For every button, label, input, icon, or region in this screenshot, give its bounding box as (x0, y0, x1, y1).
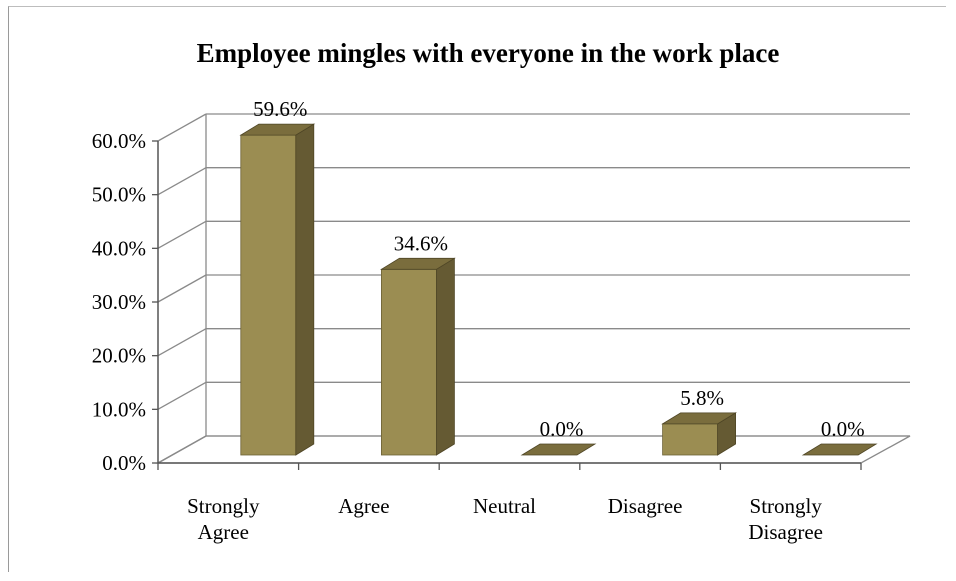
x-category-label: Disagree (608, 494, 683, 518)
bar-front (240, 134, 297, 456)
chart-frame (8, 6, 946, 572)
bar (520, 443, 597, 456)
labels: 0.0% 10.0% 20.0% 30.0% 40.0% 50.0% 60.0% 59.6% S… (92, 97, 865, 544)
y-tick-label: 10.0% (92, 397, 146, 421)
y-tick-label: 60.0% (92, 129, 146, 153)
side-wall-gridline (157, 328, 207, 357)
bar-side (435, 257, 455, 456)
bar (661, 412, 738, 456)
y-tick-label: 30.0% (92, 290, 146, 314)
data-label: 5.8% (680, 386, 724, 410)
axes (152, 140, 862, 470)
x-category-label: Disagree (748, 520, 823, 544)
data-label: 0.0% (540, 417, 584, 441)
x-category-label: Agree (338, 494, 389, 518)
side-wall-gridline (157, 274, 207, 303)
y-tick-label: 0.0% (102, 451, 146, 475)
bar (801, 443, 878, 456)
y-tick-label: 40.0% (92, 236, 146, 260)
bar-top (520, 443, 597, 456)
side-wall-gridline (157, 220, 207, 249)
data-label: 0.0% (821, 417, 865, 441)
y-tick-label: 20.0% (92, 344, 146, 368)
bar-side (295, 123, 315, 456)
side-wall-gridline (157, 381, 207, 410)
side-wall-gridline (157, 113, 207, 142)
bar (239, 123, 316, 456)
data-label: 59.6% (253, 97, 307, 121)
bar-top (379, 257, 456, 270)
bar-front (380, 268, 437, 456)
x-category-label: Neutral (473, 494, 536, 518)
bar-top (661, 412, 738, 425)
data-label: 34.6% (394, 231, 448, 255)
bar-top (239, 123, 316, 136)
bar-front (662, 423, 718, 456)
bar-top (801, 443, 878, 456)
bars (239, 123, 878, 456)
bar (379, 257, 456, 456)
x-category-label: Strongly (187, 494, 260, 518)
x-category-label: Agree (198, 520, 249, 544)
y-tick-label: 50.0% (92, 183, 146, 207)
x-category-label: Strongly (750, 494, 823, 518)
chart-title: Employee mingles with everyone in the wo… (197, 38, 780, 68)
side-wall-gridline (157, 167, 207, 196)
